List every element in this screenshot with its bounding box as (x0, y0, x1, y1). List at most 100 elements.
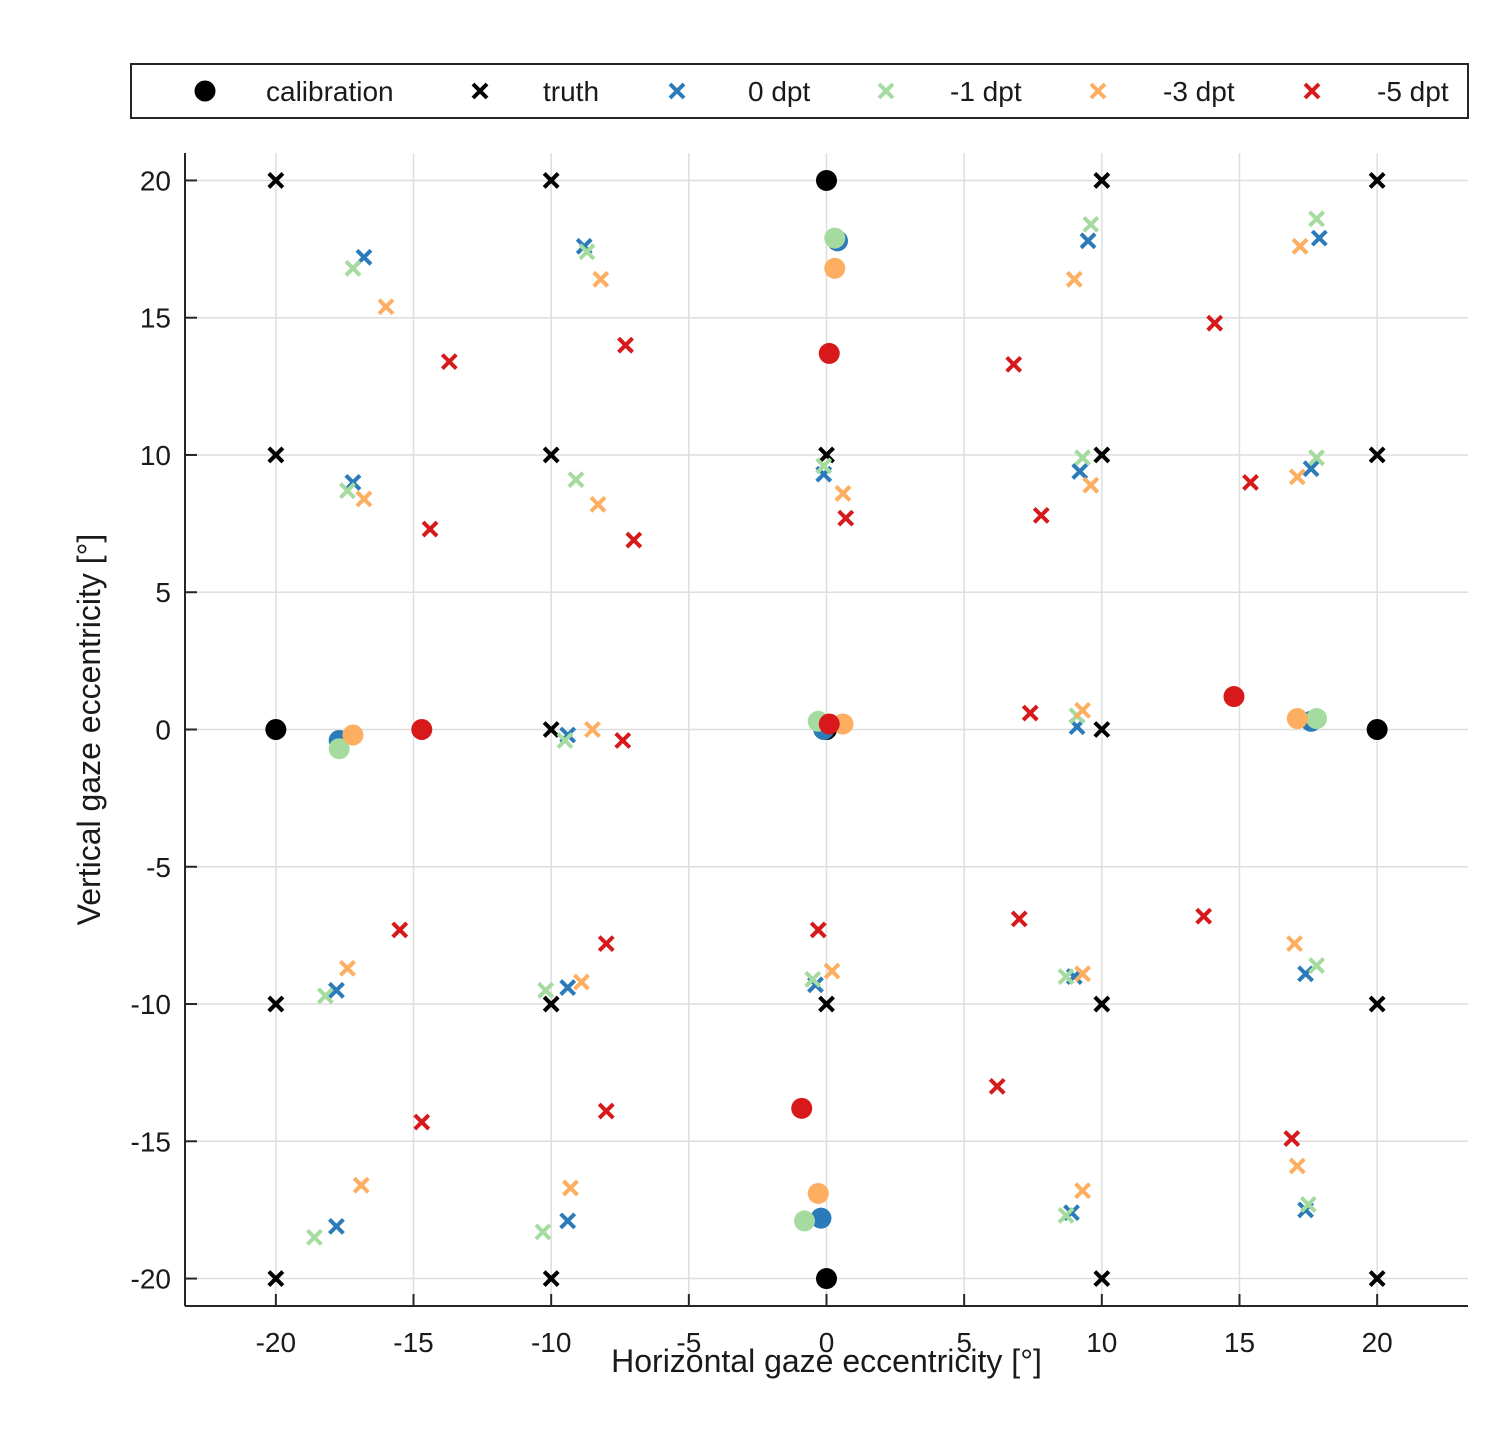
series-5-dpt (391, 314, 1301, 1147)
point-1-dpt (1057, 968, 1075, 985)
point-5-dpt (1242, 474, 1259, 491)
point-truth (542, 721, 560, 738)
point-5-dpt (614, 732, 632, 749)
legend-label-0-dpt: 0 dpt (748, 76, 810, 107)
point-3-dpt (1288, 1157, 1306, 1175)
point-1-dpt (1308, 210, 1325, 228)
point-1-dpt (1074, 449, 1091, 467)
point-5-dpt-calibration (818, 342, 840, 364)
point-1-dpt (804, 970, 822, 988)
point-3-dpt (589, 495, 607, 513)
point-calibration (816, 169, 837, 191)
y-tick-label: -10 (131, 989, 171, 1020)
x-tick-label: -20 (256, 1327, 296, 1358)
point-1-dpt (1299, 1196, 1317, 1213)
point-truth (267, 995, 285, 1013)
y-tick-label: -5 (146, 852, 171, 883)
point-truth (542, 446, 560, 464)
point-truth (1368, 995, 1386, 1013)
point-3-dpt (592, 270, 610, 288)
data-marks (265, 169, 1388, 1290)
point-5-dpt (837, 509, 855, 527)
point-3-dpt-calibration (824, 257, 846, 279)
point-1-dpt (316, 987, 334, 1005)
legend-marker-0-dpt (668, 82, 686, 100)
point-1-dpt (1308, 449, 1325, 467)
point-1-dpt (1308, 957, 1325, 975)
y-axis-label: Vertical gaze eccentricity [°] (71, 534, 107, 926)
x-tick-label: 0 (819, 1327, 835, 1358)
legend-box (130, 63, 1469, 119)
legend-marker-truth (471, 82, 489, 100)
series-truth (267, 172, 1386, 1287)
point-0-dpt (328, 1217, 345, 1235)
point-5-dpt (1195, 907, 1213, 925)
point-5-dpt-calibration (411, 719, 433, 740)
point-5-dpt (1005, 355, 1023, 373)
point-truth (818, 995, 835, 1013)
point-3-dpt (562, 1179, 579, 1197)
y-tick-label: -20 (131, 1264, 171, 1295)
point-5-dpt (421, 520, 439, 538)
point-calibration (816, 1268, 837, 1290)
point-3-dpt (573, 973, 590, 991)
point-5-dpt (1021, 704, 1039, 722)
point-5-dpt (1283, 1130, 1301, 1147)
tick-labels: -20 -15 -10 -5 0 5 10 15 20 -20 -15 -10 -5 0 5 10 15 20 (131, 165, 1393, 1358)
point-0-dpt (1071, 463, 1089, 480)
legend-marker-calibration (194, 80, 216, 102)
x-tick-label: 20 (1362, 1327, 1393, 1358)
point-0-dpt (1079, 232, 1097, 250)
point-1-dpt (344, 259, 362, 277)
point-1-dpt (534, 1223, 552, 1241)
point-1-dpt (578, 243, 596, 261)
axes (184, 153, 1468, 1307)
point-truth (1093, 721, 1111, 738)
series-1-dpt (305, 210, 1325, 1246)
point-0-dpt (1310, 229, 1328, 247)
y-tick-label: 20 (140, 165, 171, 196)
point-1-dpt (815, 457, 833, 475)
legend: calibration truth 0 dpt -1 dpt -3 dpt -5 dpt (130, 63, 1469, 119)
x-axis-label: Horizontal gaze eccentricity [°] (611, 1343, 1042, 1379)
point-5-dpt (440, 353, 458, 371)
point-5-dpt (617, 336, 634, 354)
legend-item-3-dpt: -3 dpt (1089, 76, 1235, 107)
point-1-dpt (567, 471, 585, 489)
point-3-dpt-calibration (342, 724, 364, 746)
point-truth (267, 446, 285, 464)
legend-marker-1-dpt (877, 82, 895, 100)
point-1-dpt-calibration (793, 1210, 815, 1232)
point-5-dpt (1206, 314, 1224, 332)
series-5-dpt-calibration (411, 342, 1245, 1119)
legend-item-calibration: calibration (194, 76, 394, 107)
point-1-dpt (1057, 1206, 1075, 1224)
point-5-dpt (988, 1077, 1006, 1095)
legend-label-3-dpt: -3 dpt (1163, 76, 1235, 107)
point-0-dpt (559, 1212, 577, 1230)
point-3-dpt (584, 721, 601, 738)
point-truth (542, 995, 560, 1013)
point-truth (1093, 995, 1111, 1013)
point-truth (1093, 172, 1111, 189)
point-3-dpt (355, 490, 373, 508)
point-truth (1093, 1270, 1111, 1287)
point-1-dpt-calibration (1306, 708, 1328, 730)
point-truth (542, 172, 560, 189)
point-truth (542, 1270, 560, 1287)
point-truth (1368, 1270, 1386, 1287)
point-5-dpt (391, 921, 409, 939)
point-truth (1368, 446, 1386, 464)
point-1-dpt (537, 981, 555, 999)
point-calibration (265, 719, 287, 740)
point-3-dpt (1065, 270, 1083, 288)
point-3-dpt (1288, 468, 1306, 486)
point-5-dpt-calibration (791, 1097, 813, 1119)
point-3-dpt (1074, 965, 1091, 983)
point-truth (267, 1270, 285, 1287)
point-3-dpt (1286, 935, 1303, 953)
legend-label-1-dpt: -1 dpt (950, 76, 1022, 107)
point-3-dpt (339, 959, 356, 977)
point-1-dpt-calibration (824, 227, 846, 249)
x-tick-label: 15 (1224, 1327, 1255, 1358)
